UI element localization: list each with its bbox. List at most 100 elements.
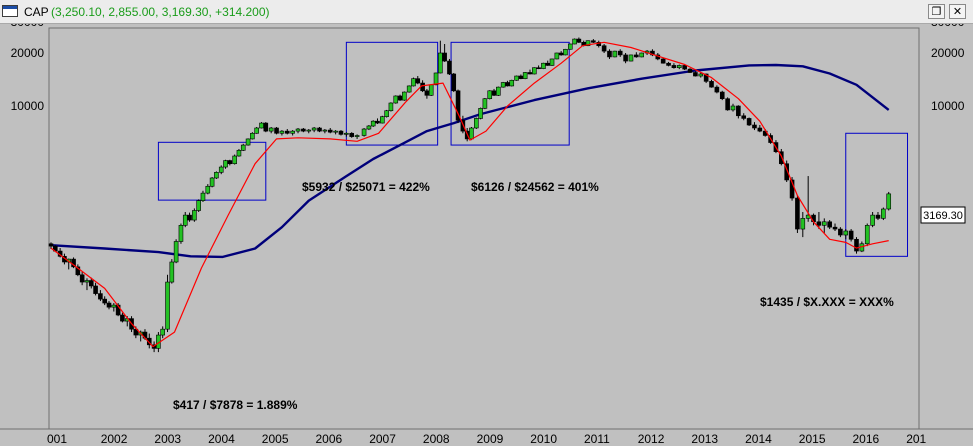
candle <box>671 63 677 69</box>
candle <box>567 43 573 50</box>
candle <box>393 95 399 104</box>
candle-body <box>102 298 107 304</box>
candle-body <box>424 90 430 96</box>
candle <box>875 211 881 221</box>
x-tick-2007: 2007 <box>369 432 396 446</box>
candle-body <box>322 129 328 132</box>
candle-body <box>623 54 628 62</box>
y-axis-ticks: 30000 30000 20000 20000 10000 10000 <box>11 24 965 113</box>
y-tick-left-10000: 10000 <box>11 99 45 113</box>
candle <box>719 90 725 101</box>
candle <box>205 184 211 195</box>
candle <box>482 98 488 110</box>
candle-body <box>687 68 693 73</box>
candle <box>178 223 184 244</box>
candle-body <box>428 84 434 96</box>
candle-body <box>361 128 367 136</box>
candle <box>617 49 623 57</box>
candle-body <box>370 120 376 127</box>
candle <box>361 127 367 137</box>
candle-body <box>487 90 493 100</box>
candle-body <box>789 179 795 199</box>
candle-body <box>98 293 103 300</box>
candle-body <box>607 50 612 58</box>
candle <box>227 159 233 166</box>
candle-body <box>111 304 117 308</box>
candle <box>536 65 541 70</box>
candle <box>120 312 125 323</box>
candle <box>301 127 306 133</box>
candle-body <box>165 281 170 330</box>
candle-body <box>254 127 259 134</box>
candle <box>522 71 528 80</box>
x-tick-201: 201 <box>906 432 926 446</box>
y-tick-right-10000: 10000 <box>931 99 965 113</box>
candle <box>487 90 493 100</box>
candle <box>838 227 843 238</box>
candle <box>660 58 666 64</box>
candle-body <box>344 132 349 135</box>
ma-slow-line <box>50 63 890 259</box>
candle-body <box>397 95 403 101</box>
candle <box>173 239 179 264</box>
slow-ma-layer <box>50 63 890 259</box>
candle-body <box>639 52 645 58</box>
candle <box>79 272 85 286</box>
candle <box>843 229 849 240</box>
candle <box>870 211 875 228</box>
candle <box>344 132 349 137</box>
candle <box>169 259 175 284</box>
candle <box>451 72 457 93</box>
candle-body <box>333 130 338 133</box>
candle-body <box>676 65 682 69</box>
candle-body <box>779 151 784 165</box>
candle-body <box>192 210 197 221</box>
candle <box>354 134 360 139</box>
candle-body <box>514 75 519 81</box>
close-icon[interactable]: ✕ <box>949 4 966 19</box>
candle-body <box>384 110 389 117</box>
candle <box>800 211 806 238</box>
x-tick-2010: 2010 <box>530 432 557 446</box>
candle-body <box>827 221 832 228</box>
x-tick-2011: 2011 <box>584 432 610 446</box>
candle-body <box>491 90 497 96</box>
candle-body <box>693 72 698 77</box>
candle-body <box>612 50 618 58</box>
candle <box>415 76 421 85</box>
candle <box>338 130 344 136</box>
candle-body <box>366 125 372 130</box>
candle <box>514 75 519 81</box>
candle <box>402 91 407 101</box>
candle-body <box>393 95 399 104</box>
candle <box>209 177 215 188</box>
restore-icon[interactable]: ❐ <box>928 4 945 19</box>
candle-body <box>48 243 54 247</box>
candle-body <box>746 118 752 126</box>
candle <box>848 229 854 242</box>
candle <box>375 118 380 125</box>
candle-body <box>349 132 355 137</box>
candle <box>693 71 698 77</box>
candle-body <box>306 129 312 132</box>
candle-body <box>455 90 461 121</box>
candle-body <box>714 86 720 93</box>
candle-body <box>482 98 488 109</box>
candle-body <box>741 115 747 119</box>
x-tick-2013: 2013 <box>691 432 718 446</box>
candle-body <box>146 337 152 346</box>
candle <box>102 296 107 306</box>
candle <box>384 109 389 118</box>
candle-body <box>290 130 295 134</box>
candle <box>98 290 103 302</box>
candle <box>757 124 763 133</box>
highlight-box-3 <box>450 41 570 146</box>
candle-body <box>209 177 215 187</box>
candle <box>165 274 170 333</box>
candle-body <box>881 208 886 219</box>
candle-body <box>214 172 219 179</box>
candle <box>263 122 269 133</box>
candle <box>612 50 618 58</box>
candle <box>254 126 259 134</box>
candle <box>639 52 645 58</box>
